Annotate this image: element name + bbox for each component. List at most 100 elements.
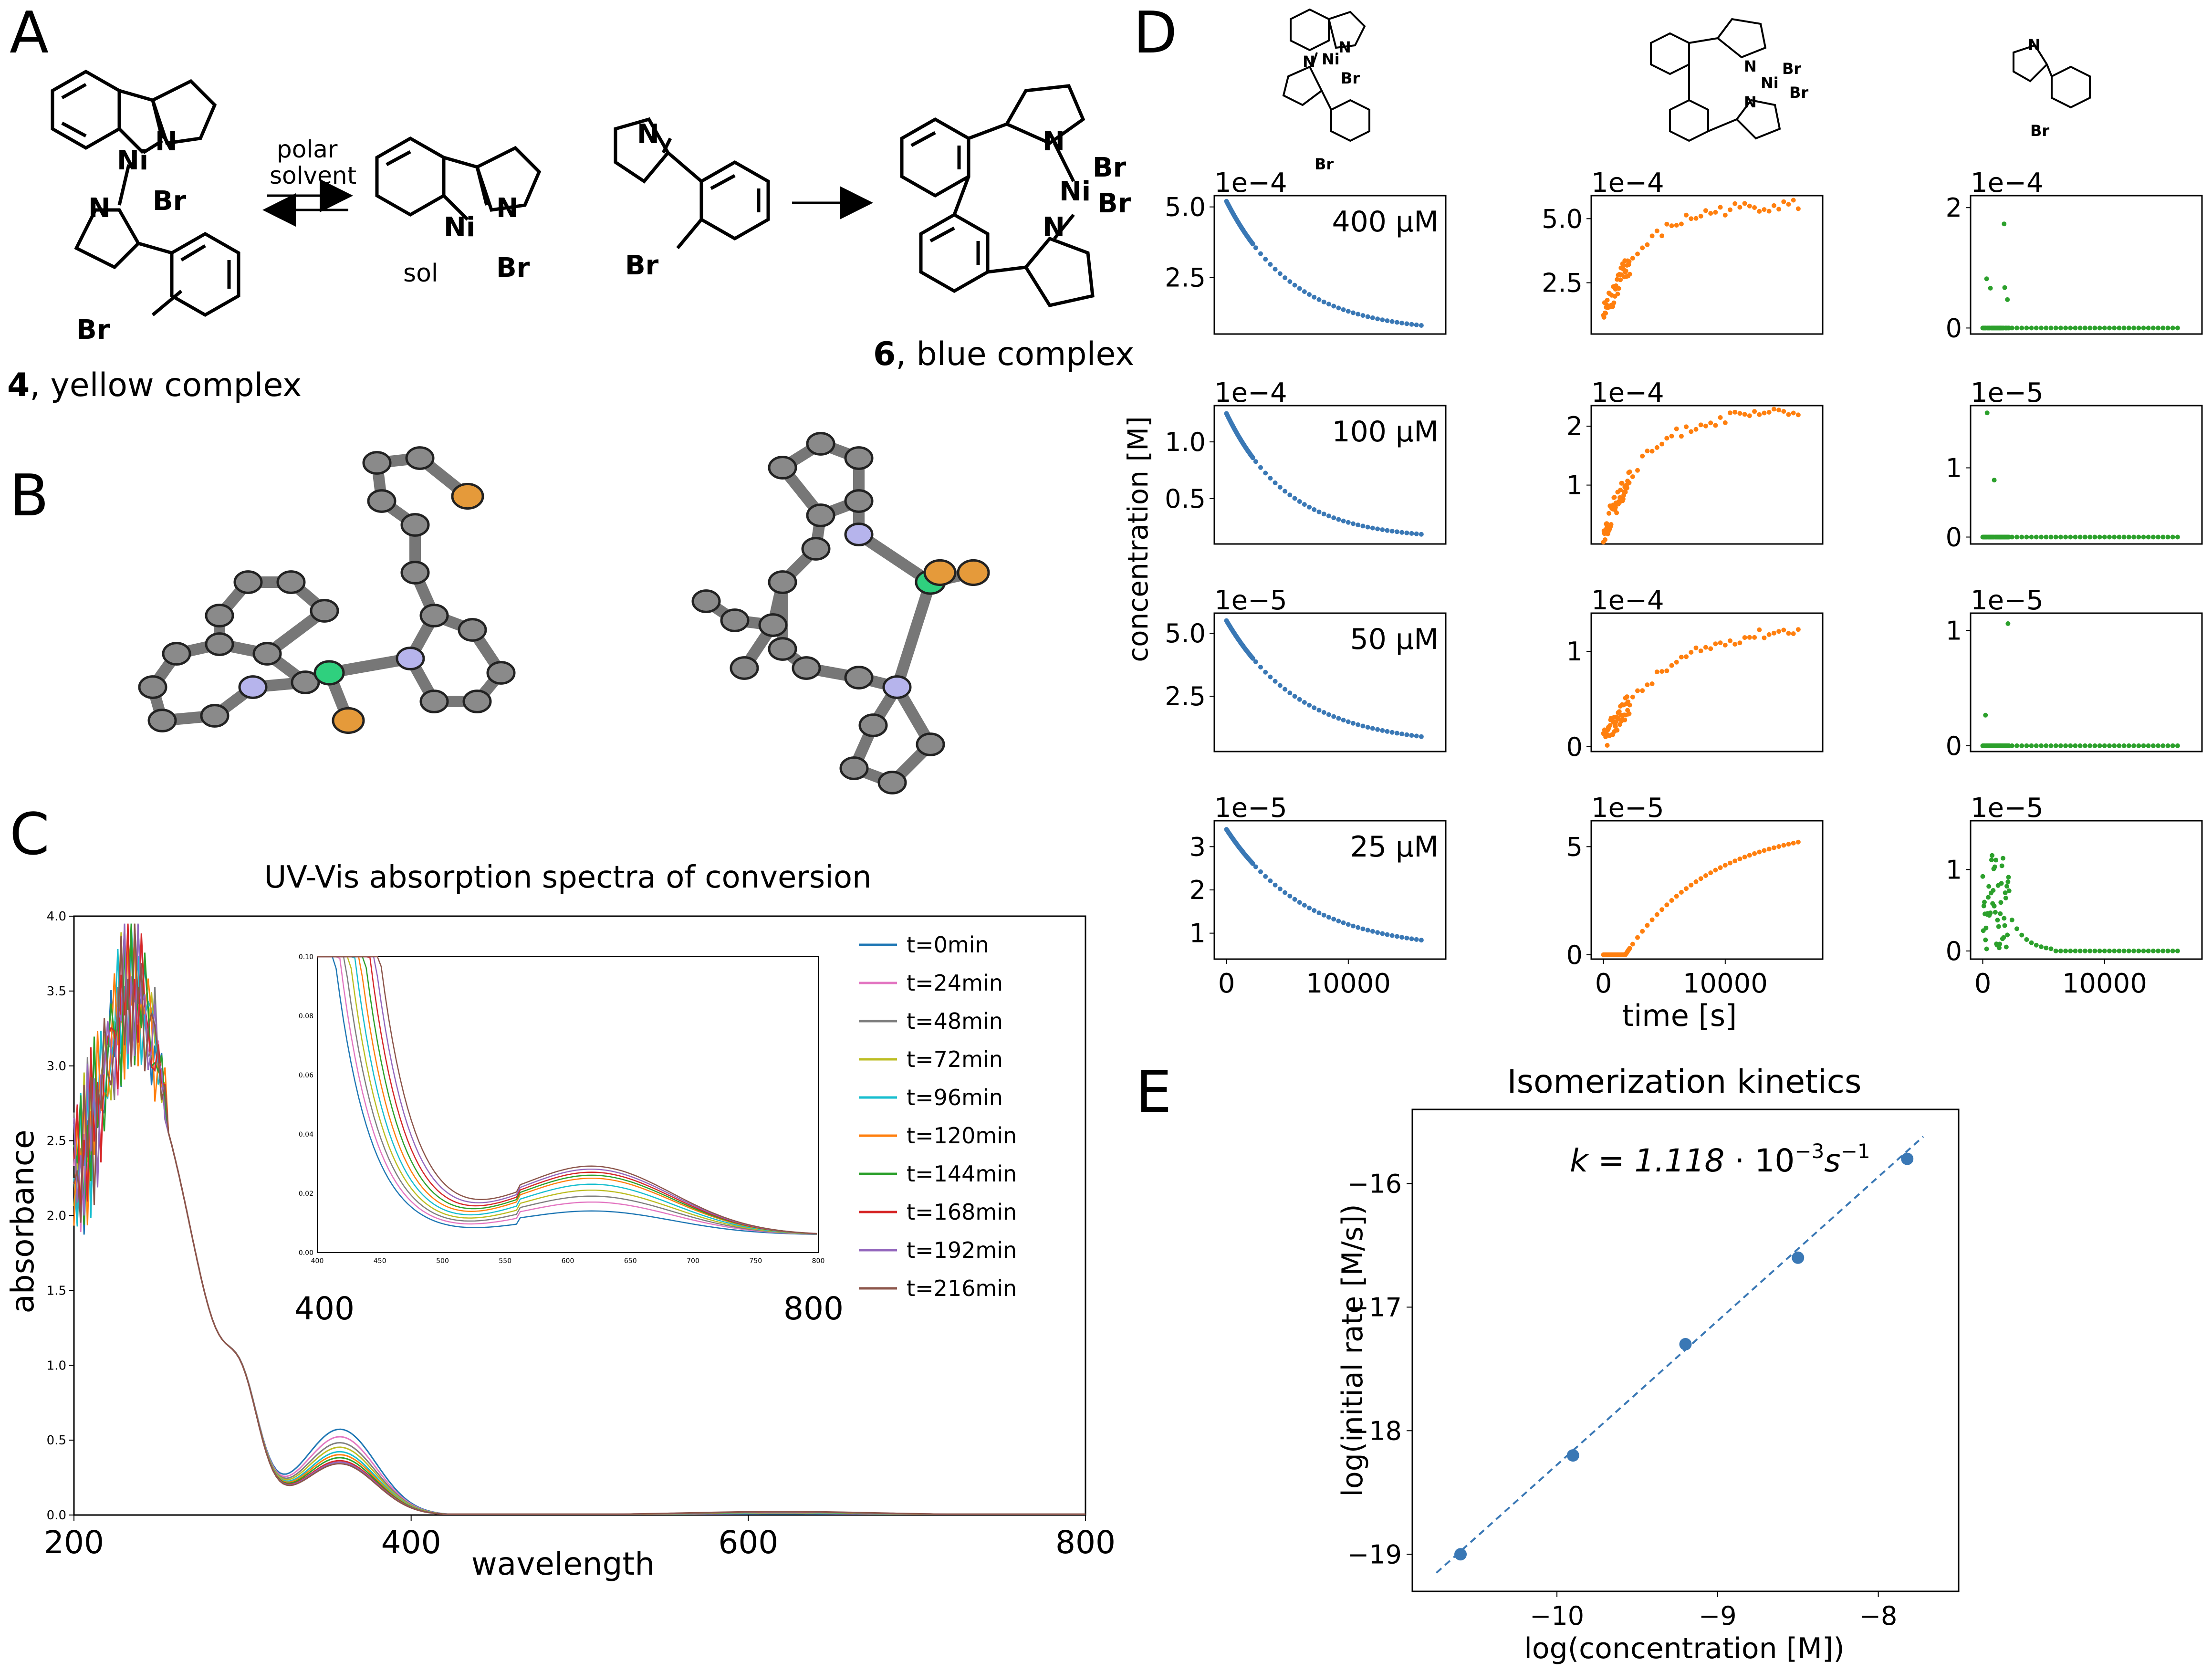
kinetics-point xyxy=(1771,407,1776,412)
kinetics-point xyxy=(1614,510,1619,515)
kinetics-point xyxy=(2170,325,2175,331)
kinetics-point xyxy=(1346,309,1351,314)
kinetics-point xyxy=(1649,917,1655,922)
kinetics-point xyxy=(1627,702,1632,708)
kinetics-ytick-label: 1.0 xyxy=(1165,427,1206,457)
kinetics-xtick-label: 10000 xyxy=(2062,968,2147,999)
kinetics-point xyxy=(1617,709,1622,714)
kinetics-point xyxy=(1659,441,1665,447)
kinetics-point xyxy=(1346,922,1351,927)
kinetics-point xyxy=(1385,932,1390,937)
kinetics-point xyxy=(1752,205,1757,210)
kinetics-point xyxy=(2112,948,2117,953)
kinetics-point xyxy=(2117,948,2122,953)
kinetics-point xyxy=(1351,310,1356,315)
kinetics-point xyxy=(1722,212,1728,218)
kinetics-point xyxy=(1316,297,1322,302)
kinetics-point xyxy=(1989,857,1994,863)
kinetics-point xyxy=(1409,531,1414,536)
kinetics-point xyxy=(1786,842,1791,847)
kinetics-point xyxy=(1331,303,1336,309)
kinetics-point xyxy=(1762,848,1767,853)
kinetics-point xyxy=(2024,743,2029,748)
uv-ytick-label: 1.5 xyxy=(47,1284,66,1298)
kinetics-point xyxy=(1645,242,1650,247)
annotation-unit: s xyxy=(1824,1142,1840,1179)
kinetics-ytick-label: 1 xyxy=(1189,919,1206,949)
kinetics-point xyxy=(1983,925,1989,930)
atom-carbon xyxy=(792,656,821,680)
panel-letter-b: B xyxy=(10,463,49,529)
kinetics-point xyxy=(2003,896,2008,900)
kinetics-point xyxy=(1664,436,1669,441)
atom-carbon xyxy=(362,451,392,475)
kinetics-point xyxy=(1307,504,1312,510)
kinetics-point xyxy=(1674,659,1679,665)
kinetics-point xyxy=(1370,929,1375,934)
kinetics-point xyxy=(1654,912,1659,917)
uv-inset-ytick: 0.00 xyxy=(299,1249,313,1257)
kinetics-point xyxy=(1607,511,1611,516)
kinetics-point xyxy=(1776,844,1782,849)
kinetics-ytick-label: 2.5 xyxy=(1165,681,1206,711)
kinetics-point xyxy=(2175,948,2180,953)
kinetics-point xyxy=(1326,302,1331,307)
kinetics-point xyxy=(1752,851,1757,856)
kinetics-point xyxy=(1331,714,1336,719)
kinetics-point xyxy=(1250,241,1255,247)
kinetics-point xyxy=(2077,948,2083,953)
kinetics-point xyxy=(2058,325,2063,331)
uv-legend-label: t=24min xyxy=(907,970,1003,996)
kinetics-point xyxy=(1385,528,1390,533)
atom-n-4b: N xyxy=(88,193,111,224)
kinetics-point xyxy=(1399,321,1405,325)
kinetics-point xyxy=(1684,654,1689,659)
uv-ytick-label: 3.5 xyxy=(47,984,66,999)
kinetics-point xyxy=(2131,325,2137,331)
kinetics-point xyxy=(1620,262,1626,268)
kinetics-point xyxy=(1654,228,1659,233)
iso-marks: −10 −9 −8 −16 −17 −18 −19 xyxy=(1347,1136,1924,1631)
kinetics-point xyxy=(1996,924,2001,929)
uv-inset-series-line xyxy=(317,956,817,1235)
panel-b: B xyxy=(10,432,990,794)
kinetics-point xyxy=(1786,202,1791,207)
kinetics-point xyxy=(2165,743,2170,748)
panel-letter-a: A xyxy=(10,0,49,66)
uvvis-series-group xyxy=(73,923,1085,1515)
kinetics-point xyxy=(1375,526,1380,532)
kinetics-point xyxy=(1630,694,1635,700)
header-atom-ni2: Ni xyxy=(1761,74,1779,92)
uv-inset-series-line xyxy=(317,956,817,1235)
iso-point xyxy=(1566,1449,1579,1462)
kinetics-point xyxy=(2034,743,2039,748)
kinetics-point xyxy=(1624,485,1629,491)
kinetics-point xyxy=(2141,534,2146,540)
kinetics-point xyxy=(2058,743,2063,748)
kinetics-point xyxy=(1762,635,1767,640)
atom-carbon xyxy=(844,446,874,470)
kinetics-point xyxy=(2117,743,2122,748)
kinetics-subplot-frame xyxy=(1590,195,1824,335)
uv-legend-label: t=168min xyxy=(907,1199,1017,1225)
uv-inset-xtick: 400 xyxy=(311,1257,324,1265)
kinetics-ytick-label: 5 xyxy=(1566,832,1583,862)
kinetics-point xyxy=(1776,207,1782,212)
kinetics-point xyxy=(1654,445,1659,450)
kinetics-point xyxy=(1624,694,1629,700)
kinetics-point xyxy=(2146,325,2151,331)
kinetics-point xyxy=(1640,245,1645,251)
kinetics-point xyxy=(1986,895,1991,900)
kinetics-point xyxy=(1640,688,1645,693)
kinetics-point xyxy=(1292,282,1297,288)
kinetics-point xyxy=(1713,641,1718,647)
atom-carbon xyxy=(458,618,487,642)
kinetics-subplot-frame xyxy=(1213,405,1447,545)
kinetics-xtick-label: 0 xyxy=(1595,968,1612,999)
atom-carbon xyxy=(310,599,339,623)
kinetics-point xyxy=(1385,729,1390,734)
kinetics-point xyxy=(1360,313,1366,318)
kinetics-point xyxy=(1375,727,1380,732)
kinetics-point xyxy=(2082,743,2087,748)
kinetics-point xyxy=(1635,935,1640,940)
